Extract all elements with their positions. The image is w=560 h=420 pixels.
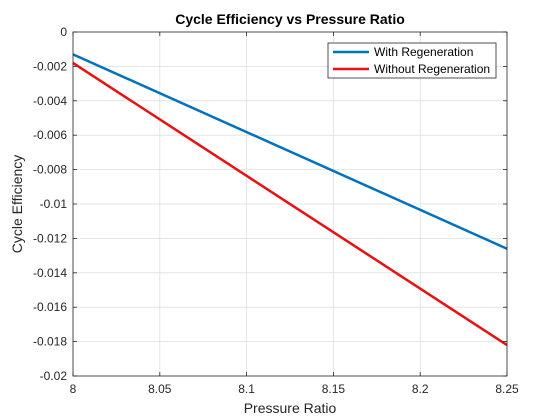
x-tick-label: 8 [70, 382, 77, 396]
y-tick-label: -0.018 [33, 335, 67, 349]
tick-marks [72, 31, 508, 377]
legend-box [327, 42, 497, 79]
y-tick-label: 0 [60, 25, 67, 39]
y-tick-label: -0.014 [33, 266, 67, 280]
x-tick-label: 8.15 [322, 382, 346, 396]
series-lines [72, 53, 508, 347]
x-tick-label: 8.05 [148, 382, 172, 396]
y-axis-label: Cycle Efficiency [9, 155, 25, 254]
legend: With Regeneration Without Regeneration [327, 42, 497, 79]
x-tick-label: 8.25 [495, 382, 519, 396]
y-tick-labels: 0 -0.002 -0.004 -0.006 -0.008 -0.01 -0.012 -0.0… [33, 25, 67, 383]
x-tick-label: 8.1 [238, 382, 255, 396]
series-line-without-regeneration [72, 61, 508, 347]
y-tick-label: -0.006 [33, 128, 67, 142]
x-tick-label: 8.2 [412, 382, 429, 396]
y-tick-label: -0.008 [33, 163, 67, 177]
x-axis-label: Pressure Ratio [244, 400, 337, 416]
legend-label-with-regeneration: With Regeneration [374, 45, 473, 59]
y-tick-label: -0.01 [40, 197, 68, 211]
y-tick-label: -0.016 [33, 300, 67, 314]
legend-label-without-regeneration: Without Regeneration [374, 62, 490, 76]
y-tick-label: -0.02 [40, 369, 68, 383]
series-line-with-regeneration [72, 53, 508, 250]
y-tick-label: -0.004 [33, 94, 67, 108]
x-tick-labels: 8 8.05 8.1 8.15 8.2 8.25 [70, 382, 519, 396]
y-tick-label: -0.012 [33, 231, 67, 245]
chart-title: Cycle Efficiency vs Pressure Ratio [175, 11, 405, 27]
y-tick-label: -0.002 [33, 59, 67, 73]
